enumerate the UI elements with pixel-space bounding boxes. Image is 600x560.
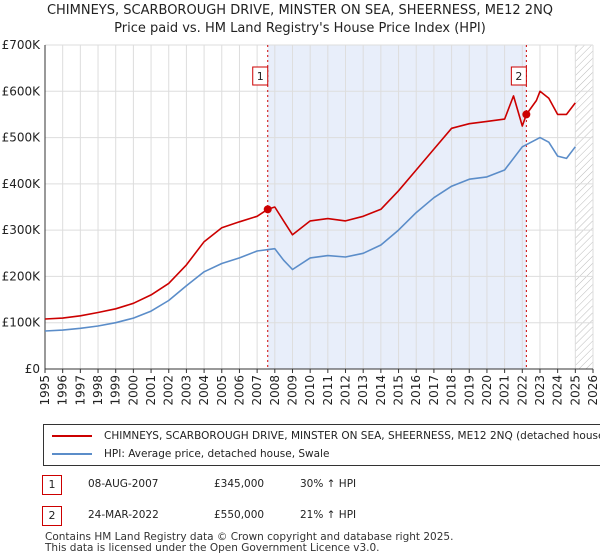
footer-attribution: Contains HM Land Registry data © Crown c…: [45, 532, 453, 554]
sale-price: £345,000: [214, 478, 265, 490]
ownership-shaded-period: [267, 45, 527, 369]
y-tick-label: £100K: [2, 316, 42, 330]
x-tick-label: 2023: [533, 375, 547, 406]
x-tick-label: 2006: [232, 375, 246, 406]
sale-row: 2 24-MAR-2022 £550,000 21% ↑ HPI: [42, 505, 562, 529]
x-tick-label: 2019: [462, 375, 476, 406]
legend-swatch-red: [52, 435, 92, 437]
x-tick-label: 2014: [374, 375, 388, 406]
legend-item-hpi: HPI: Average price, detached house, Swal…: [52, 445, 329, 463]
x-tick-label: 2016: [409, 375, 423, 406]
sale-marker-badge: 2: [42, 506, 62, 526]
x-tick-label: 2011: [321, 375, 335, 406]
x-tick-label: 2024: [551, 375, 565, 406]
x-tick-label: 1997: [73, 375, 87, 406]
x-tick-label: 2015: [392, 375, 406, 406]
x-tick-label: 2004: [197, 375, 211, 406]
sale-hpi-change: 30% ↑ HPI: [300, 478, 357, 490]
x-tick-label: 1998: [91, 375, 105, 406]
sale-marker-badge: 1: [42, 475, 62, 495]
x-tick-label: 2013: [356, 375, 370, 406]
x-tick-label: 2022: [515, 375, 529, 406]
footer-licence: This data is licensed under the Open Gov…: [45, 542, 380, 554]
y-tick-label: £700K: [2, 38, 42, 52]
x-tick-label: 2001: [144, 375, 158, 406]
x-tick-label: 2000: [126, 375, 140, 406]
x-tick-label: 2025: [568, 375, 582, 406]
sale-hpi-change: 21% ↑ HPI: [300, 509, 357, 521]
chart-legend: CHIMNEYS, SCARBOROUGH DRIVE, MINSTER ON …: [43, 424, 600, 466]
sale-row: 1 08-AUG-2007 £345,000 30% ↑ HPI: [42, 474, 562, 498]
x-tick-label: 2026: [586, 375, 600, 406]
y-tick-label: £0: [25, 362, 40, 376]
sale-annotation-label: 2: [515, 70, 522, 83]
x-tick-label: 2005: [215, 375, 229, 406]
x-tick-label: 2012: [339, 375, 353, 406]
y-tick-label: £600K: [2, 84, 42, 98]
chart-title-subtitle: Price paid vs. HM Land Registry's House …: [114, 21, 486, 36]
series-line-hpi: [44, 136, 576, 332]
sale-point: [263, 205, 272, 214]
footer-copyright: Contains HM Land Registry data © Crown c…: [45, 531, 454, 543]
price-chart: £0 £100K £200K £300K £400K £500K £600K £700K 199…: [2, 38, 600, 406]
sale-annotation-box: [510, 66, 527, 86]
sales-table: 1 08-AUG-2007 £345,000 30% ↑ HPI 2 24-MA…: [42, 474, 562, 536]
y-tick-label: £200K: [2, 269, 42, 283]
legend-swatch-blue: [52, 453, 92, 455]
chart-title-address: CHIMNEYS, SCARBOROUGH DRIVE, MINSTER ON …: [46, 3, 554, 18]
x-tick-label: 2002: [162, 375, 176, 406]
x-tick-label: 2017: [427, 375, 441, 406]
sale-price: £550,000: [214, 509, 265, 521]
x-tick-label: 1999: [109, 375, 123, 406]
sale-date: 08-AUG-2007: [88, 478, 159, 490]
legend-label-hpi: HPI: Average price, detached house, Swal…: [104, 448, 330, 460]
projection-hatch-area: [575, 45, 593, 369]
legend-label-property: CHIMNEYS, SCARBOROUGH DRIVE, MINSTER ON …: [104, 430, 600, 442]
y-tick-label: £400K: [2, 177, 42, 191]
sale-point: [522, 110, 531, 119]
sale-date: 24-MAR-2022: [88, 509, 159, 521]
x-tick-label: 2007: [250, 375, 264, 406]
x-tick-label: 2010: [303, 375, 317, 406]
y-tick-label: £300K: [2, 223, 42, 237]
sale-annotation-box: [252, 66, 269, 86]
y-tick-label: £500K: [2, 131, 42, 145]
x-tick-label: 1995: [38, 375, 52, 406]
x-tick-label: 2008: [268, 375, 282, 406]
legend-item-property: CHIMNEYS, SCARBOROUGH DRIVE, MINSTER ON …: [52, 427, 600, 445]
x-tick-label: 2003: [179, 375, 193, 406]
x-tick-label: 2020: [480, 375, 494, 406]
x-tick-label: 2021: [498, 375, 512, 406]
x-tick-label: 2018: [445, 375, 459, 406]
sale-annotation-label: 1: [257, 70, 264, 83]
x-tick-label: 1996: [56, 375, 70, 406]
x-tick-label: 2009: [285, 375, 299, 406]
